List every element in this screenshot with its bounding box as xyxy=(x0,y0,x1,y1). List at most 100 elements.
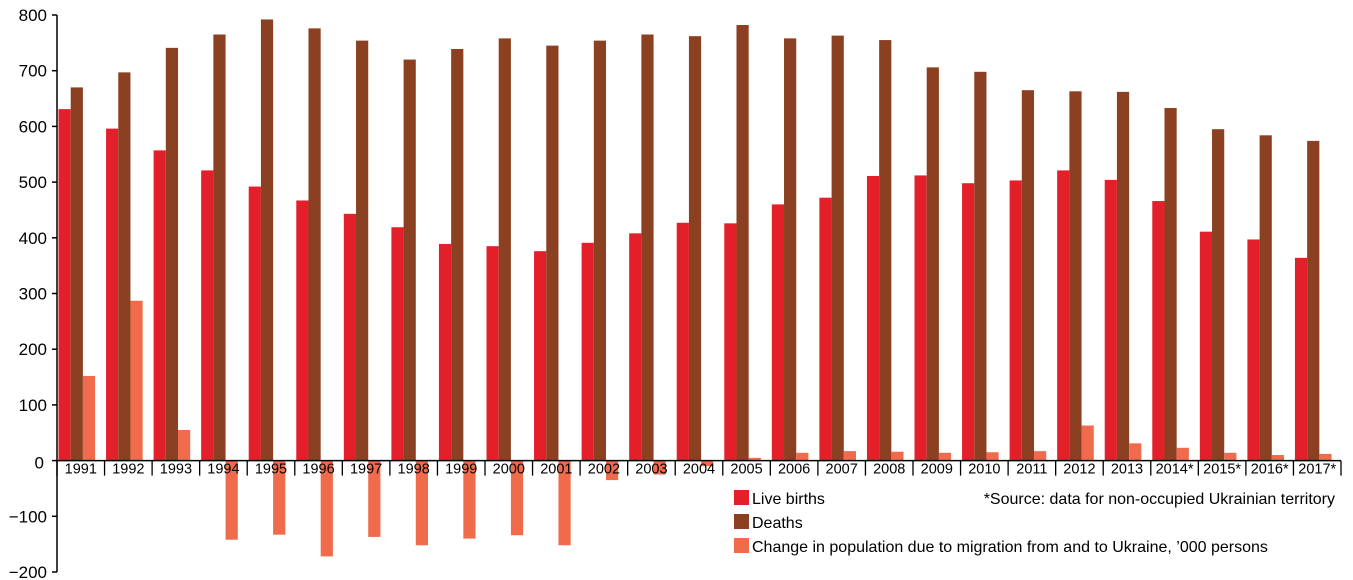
y-tick-label: 700 xyxy=(19,62,47,81)
x-tick-label: 2002 xyxy=(588,462,620,478)
bar-live-births-2007 xyxy=(819,197,832,461)
bar-deaths-2003 xyxy=(641,34,654,461)
bar-deaths-2009 xyxy=(926,67,939,461)
bar-live-births-2003 xyxy=(629,233,642,461)
x-tick-label: 2008 xyxy=(873,462,905,478)
x-tick-label: 2014* xyxy=(1156,462,1194,478)
bar-deaths-2017 xyxy=(1307,140,1320,461)
bar-migration-2000 xyxy=(510,460,524,536)
bar-live-births-1999 xyxy=(438,243,452,461)
bar-migration-1997 xyxy=(368,460,381,537)
bar-deaths-2016 xyxy=(1259,135,1272,461)
bar-live-births-1996 xyxy=(296,200,309,461)
x-tick-label: 2010 xyxy=(968,462,1000,478)
x-tick-label: 2006 xyxy=(778,462,810,478)
bar-live-births-2004 xyxy=(676,222,689,461)
bar-deaths-2012 xyxy=(1069,91,1082,461)
bar-live-births-2017 xyxy=(1294,257,1308,461)
bar-migration-2009 xyxy=(938,452,952,461)
bar-deaths-2008 xyxy=(879,40,892,461)
bar-migration-1992 xyxy=(130,300,143,461)
bar-migration-2010 xyxy=(986,452,999,461)
bar-live-births-1992 xyxy=(106,128,119,461)
bar-migration-2003 xyxy=(653,460,666,475)
bar-deaths-1995 xyxy=(260,19,274,461)
x-tick-label: 2009 xyxy=(921,462,953,478)
bar-migration-1996 xyxy=(320,460,333,557)
bar-migration-2006 xyxy=(796,452,809,461)
x-tick-label: 2012 xyxy=(1063,462,1095,478)
bar-live-births-1997 xyxy=(343,213,357,461)
y-tick-label: 200 xyxy=(19,340,47,359)
legend-swatch-migration xyxy=(734,538,749,553)
bar-migration-2016 xyxy=(1271,455,1284,461)
y-tick-label: 100 xyxy=(19,396,47,415)
bar-live-births-2010 xyxy=(962,183,975,461)
x-tick-label: 2013 xyxy=(1111,462,1143,478)
bar-deaths-1999 xyxy=(451,48,464,461)
bar-migration-1995 xyxy=(273,460,286,535)
bar-deaths-1992 xyxy=(118,72,131,461)
bar-migration-2002 xyxy=(606,460,619,481)
bar-live-births-1991 xyxy=(58,109,71,461)
bar-migration-2011 xyxy=(1034,451,1047,461)
x-tick-label: 2005 xyxy=(730,462,762,478)
bars-layer xyxy=(58,19,1332,557)
bar-deaths-1991 xyxy=(70,87,83,461)
x-tick-label: 2017* xyxy=(1298,462,1336,478)
bar-deaths-2007 xyxy=(831,35,844,461)
legend-label-deaths: Deaths xyxy=(752,515,803,532)
bar-deaths-2004 xyxy=(688,36,702,461)
bar-live-births-2013 xyxy=(1104,179,1117,461)
x-tick-label: 1993 xyxy=(160,462,192,478)
legend-label-migration: Change in population due to migration fr… xyxy=(752,539,1268,556)
x-tick-label: 1992 xyxy=(112,462,144,478)
bar-deaths-2001 xyxy=(546,45,559,461)
bar-migration-2005 xyxy=(748,457,761,461)
bar-deaths-2013 xyxy=(1116,91,1130,461)
legend-swatch-deaths xyxy=(734,514,749,529)
bar-migration-2004 xyxy=(701,460,714,467)
bar-migration-1993 xyxy=(178,429,191,461)
y-tick-label: −200 xyxy=(9,563,47,580)
bar-migration-2015 xyxy=(1224,452,1237,461)
bar-deaths-2015 xyxy=(1212,129,1225,461)
bar-deaths-2005 xyxy=(736,25,749,461)
bar-live-births-2002 xyxy=(581,242,594,461)
bar-migration-2014 xyxy=(1176,447,1189,461)
bar-migration-1991 xyxy=(82,375,96,461)
y-tick-label: 400 xyxy=(19,229,47,248)
x-tick-label: 1994 xyxy=(207,462,239,478)
bar-deaths-2014 xyxy=(1164,108,1177,461)
bar-deaths-1998 xyxy=(403,59,416,461)
bar-live-births-1994 xyxy=(201,170,214,461)
bar-migration-1999 xyxy=(463,460,476,539)
bar-deaths-2006 xyxy=(784,38,797,461)
bar-live-births-1995 xyxy=(248,186,261,461)
bar-deaths-2000 xyxy=(498,38,511,461)
bar-live-births-2016 xyxy=(1247,239,1260,461)
bar-migration-2017 xyxy=(1319,453,1332,461)
source-note: *Source: data for non-occupied Ukrainian… xyxy=(984,491,1335,508)
bar-deaths-2010 xyxy=(974,71,987,461)
bar-deaths-1994 xyxy=(213,34,226,461)
y-tick-label: 500 xyxy=(19,173,47,192)
bar-live-births-1993 xyxy=(153,150,166,461)
bar-migration-2008 xyxy=(891,451,904,461)
bar-live-births-2011 xyxy=(1009,180,1022,461)
x-tick-label: 1991 xyxy=(65,462,97,478)
legend-swatch-live-births xyxy=(734,490,749,505)
x-tick-label: 1999 xyxy=(445,462,477,478)
x-tick-label: 1996 xyxy=(302,462,334,478)
bar-migration-2007 xyxy=(843,451,856,461)
legend-label-live-births: Live births xyxy=(752,491,825,508)
x-tick-label: 2004 xyxy=(683,462,715,478)
bar-migration-2012 xyxy=(1081,425,1094,461)
x-tick-label: 2016* xyxy=(1251,462,1289,478)
bar-migration-2001 xyxy=(558,460,571,546)
x-tick-label: 2003 xyxy=(635,462,667,478)
x-tick-label: 2011 xyxy=(1016,462,1047,478)
bar-live-births-2005 xyxy=(724,223,737,461)
bar-live-births-2012 xyxy=(1057,170,1070,461)
x-tick-label: 2015* xyxy=(1203,462,1241,478)
